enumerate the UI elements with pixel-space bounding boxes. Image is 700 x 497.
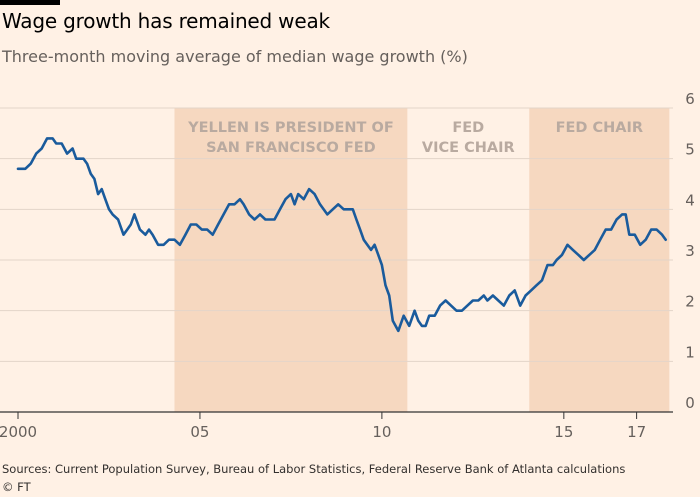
ft-credit: © FT <box>2 480 31 494</box>
y-tick-label-1: 1 <box>685 343 695 361</box>
y-tick-label-2: 2 <box>685 293 695 311</box>
band-label-1-0: FED <box>452 120 484 136</box>
x-tick-label-17: 17 <box>627 423 646 441</box>
y-tick-label-3: 3 <box>685 242 695 260</box>
y-tick-label-4: 4 <box>685 191 695 209</box>
y-tick-label-0: 0 <box>685 394 695 412</box>
band-label-1-1: VICE CHAIR <box>422 140 515 156</box>
series-line-0 <box>16 137 668 333</box>
source-note: Sources: Current Population Survey, Bure… <box>2 462 626 476</box>
x-tick-label-05: 05 <box>190 423 209 441</box>
x-tick-label-2000: 2000 <box>0 423 37 441</box>
wage-growth-chart: YELLEN IS PRESIDENT OF SAN FRANCISCO FED F… <box>0 90 695 441</box>
ft-accent-bar <box>0 0 60 5</box>
x-tick-label-10: 10 <box>372 423 391 441</box>
y-tick-label-5: 5 <box>685 141 695 159</box>
x-tick-label-15: 15 <box>554 423 573 441</box>
band-label-0-0: YELLEN IS PRESIDENT OF <box>187 120 394 136</box>
chart-title: Wage growth has remained weak <box>2 9 330 33</box>
chart-subtitle: Three-month moving average of median wag… <box>2 47 468 66</box>
band-label-0-1: SAN FRANCISCO FED <box>206 140 376 156</box>
band-label-2-0: FED CHAIR <box>556 120 643 136</box>
y-tick-label-6: 6 <box>685 90 695 108</box>
